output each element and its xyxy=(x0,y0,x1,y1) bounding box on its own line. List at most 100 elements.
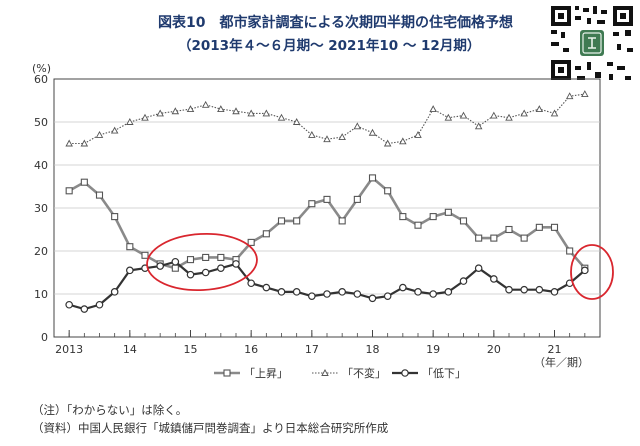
data-point xyxy=(383,139,392,147)
data-point xyxy=(353,290,362,298)
chart-source: （資料）中国人民銀行「城鎮儲戸問巻調査」より日本総合研究所作成 xyxy=(32,421,389,435)
data-point xyxy=(232,260,240,268)
data-point xyxy=(520,109,528,117)
x-tick-label-16: 16 xyxy=(244,343,258,356)
series-1 xyxy=(65,90,589,147)
y-tick-label-50: 50 xyxy=(34,116,48,129)
chart-title: 図表10 都市家計調査による次期四半期の住宅価格予想 xyxy=(158,15,514,31)
chart-subtitle: （2013年４～６月期～ 2021年10 ～ 12月期） xyxy=(178,38,481,54)
data-point xyxy=(171,257,180,266)
data-point xyxy=(550,109,559,117)
data-point xyxy=(505,113,513,121)
data-point xyxy=(308,200,316,208)
data-point xyxy=(80,139,89,147)
data-point xyxy=(65,300,73,309)
data-point xyxy=(520,285,528,294)
annotation-circle-2021 xyxy=(570,244,614,300)
data-point xyxy=(399,213,407,221)
data-point xyxy=(459,111,468,119)
y-axis-label: (%) xyxy=(32,62,51,75)
data-point xyxy=(323,135,331,143)
data-point xyxy=(581,90,589,97)
x-tick-label-18: 18 xyxy=(366,343,380,356)
data-point xyxy=(247,279,255,288)
data-point xyxy=(247,109,255,117)
data-point xyxy=(308,130,316,138)
y-tick-label-60: 60 xyxy=(34,73,48,86)
chart-note: （注）「わからない」は除く。 xyxy=(32,403,188,417)
legend-item-2: 「低下」 xyxy=(392,367,466,380)
data-point xyxy=(368,174,377,182)
data-point xyxy=(414,130,422,138)
data-point xyxy=(186,256,195,264)
legend-label: 「上昇」 xyxy=(244,367,288,380)
data-point xyxy=(399,283,407,292)
data-point xyxy=(201,100,210,108)
data-point xyxy=(171,107,180,115)
data-point xyxy=(368,128,377,136)
data-point xyxy=(383,292,392,300)
x-tick-label-20: 20 xyxy=(487,343,501,356)
data-point xyxy=(126,118,134,125)
data-point xyxy=(308,292,316,300)
data-point xyxy=(156,262,164,270)
data-point xyxy=(277,288,286,296)
data-point xyxy=(323,290,331,298)
data-point xyxy=(126,243,134,251)
data-point xyxy=(535,285,544,294)
data-point xyxy=(277,217,286,225)
data-point xyxy=(323,195,331,203)
data-point xyxy=(550,288,559,296)
data-point xyxy=(110,126,119,134)
data-point xyxy=(262,283,271,292)
data-point xyxy=(520,234,528,242)
data-point xyxy=(414,221,422,229)
data-point xyxy=(429,105,437,113)
data-point xyxy=(505,285,513,294)
data-point xyxy=(550,223,559,231)
annotation-circle-2015 xyxy=(146,232,258,292)
data-point xyxy=(475,234,483,242)
data-point xyxy=(80,178,88,186)
legend-item-0: 「上昇」 xyxy=(214,367,288,380)
data-point xyxy=(110,288,119,296)
data-point xyxy=(414,288,422,296)
data-point xyxy=(535,105,544,113)
data-point xyxy=(353,195,361,203)
x-axis-label: （年／期） xyxy=(534,355,589,369)
data-point xyxy=(292,288,301,296)
data-point xyxy=(444,208,452,216)
data-point xyxy=(474,264,483,273)
x-tick-label-14: 14 xyxy=(123,343,137,356)
data-point xyxy=(217,253,225,261)
qr-code-icon xyxy=(547,2,637,84)
data-point xyxy=(95,130,104,138)
data-point xyxy=(353,122,362,130)
x-tick-label-21: 21 xyxy=(548,343,562,356)
y-tick-label-40: 40 xyxy=(34,159,48,172)
x-tick-label-17: 17 xyxy=(305,343,319,356)
data-point xyxy=(262,230,270,238)
legend-marker xyxy=(321,369,329,376)
data-point xyxy=(111,213,119,221)
data-point xyxy=(535,223,543,231)
data-point xyxy=(368,294,377,303)
y-tick-label-30: 30 xyxy=(34,202,48,215)
data-point xyxy=(95,300,104,309)
data-point xyxy=(156,109,164,117)
data-point xyxy=(429,290,437,298)
data-point xyxy=(186,105,195,113)
legend-marker xyxy=(223,369,231,377)
data-point xyxy=(474,122,483,130)
data-point xyxy=(217,105,225,113)
legend-item-1: 「不変」 xyxy=(312,366,386,380)
data-point xyxy=(429,213,437,221)
series-line-1 xyxy=(69,93,585,145)
data-point xyxy=(277,113,286,121)
data-point xyxy=(459,217,468,225)
data-point xyxy=(490,275,498,283)
data-point xyxy=(490,111,498,119)
data-point xyxy=(566,247,574,255)
data-point xyxy=(338,217,346,225)
